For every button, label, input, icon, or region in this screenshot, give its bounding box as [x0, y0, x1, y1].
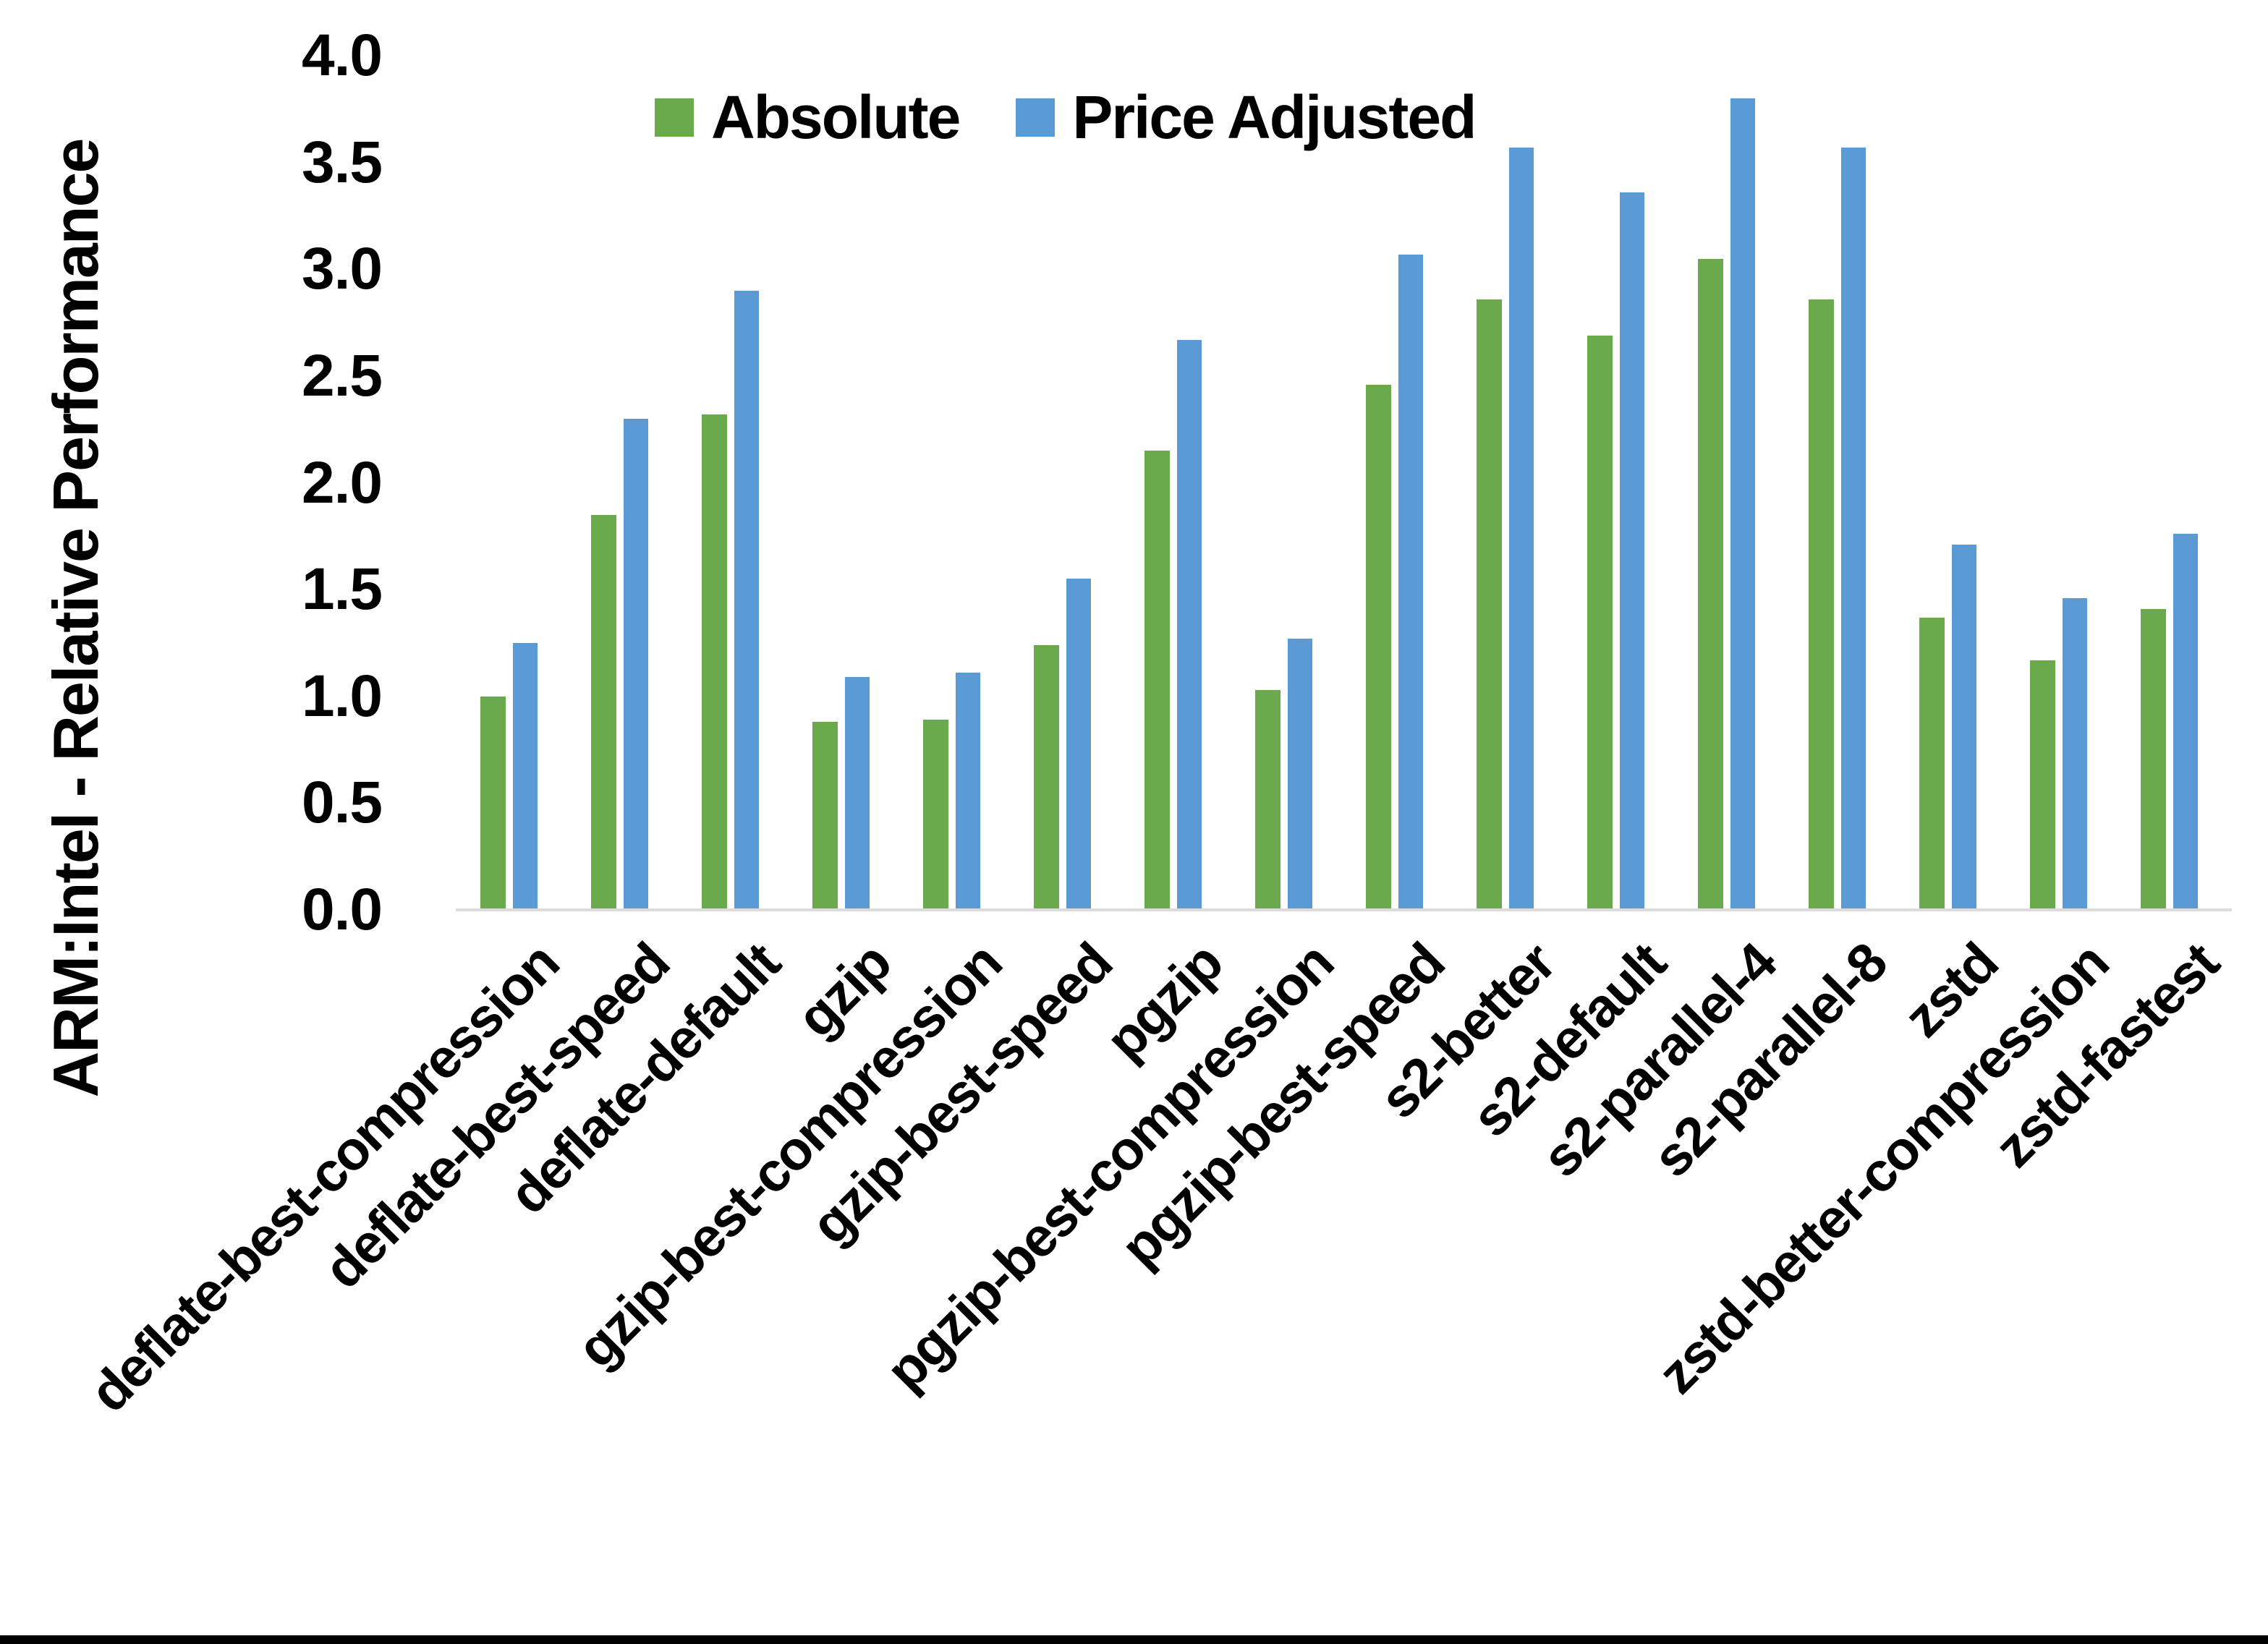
y-tick-label-2.0: 2.0: [302, 449, 383, 516]
bar-group-gzip-best-compression: [899, 56, 1009, 910]
bar-price-adjusted-s2-better: [1509, 147, 1534, 910]
bar-price-adjusted-deflate-best-compression: [513, 642, 538, 910]
bar-absolute-s2-default: [1587, 335, 1613, 910]
bar-absolute-zstd: [1919, 617, 1945, 910]
y-tick-label-0.0: 0.0: [302, 877, 383, 942]
bar-price-adjusted-pgzip: [1177, 339, 1202, 910]
bar-group-zstd-fastest: [2116, 56, 2227, 910]
bar-group-deflate-best-speed: [566, 56, 677, 910]
bar-absolute-gzip: [812, 722, 838, 910]
x-category-label-deflate-best-compression: deflate-best-compression: [77, 932, 571, 1424]
bar-price-adjusted-pgzip-best-compression: [1288, 639, 1312, 910]
bar-price-adjusted-s2-parallel-8: [1841, 147, 1866, 910]
bar-price-adjusted-deflate-default: [734, 290, 759, 910]
bar-price-adjusted-s2-default: [1620, 192, 1644, 910]
x-axis-line: [456, 908, 2232, 911]
bottom-border-line: [0, 1635, 2268, 1644]
bar-absolute-s2-better: [1477, 299, 1502, 910]
bar-absolute-pgzip-best-speed: [1366, 384, 1391, 910]
bar-price-adjusted-gzip-best-compression: [956, 673, 980, 910]
bar-group-zstd: [1895, 56, 2005, 910]
y-tick-label-3.5: 3.5: [302, 129, 383, 195]
bar-group-gzip: [788, 56, 899, 910]
y-axis-tick-labels: 4.0 3.5 3.0 2.5 2.0 1.5 1.0 0.5 0.0: [0, 0, 383, 1013]
bar-group-gzip-best-speed: [1009, 56, 1120, 910]
bar-absolute-zstd-better-compression: [2030, 660, 2055, 910]
bar-group-pgzip-best-speed: [1341, 56, 1452, 910]
y-tick-label-2.5: 2.5: [302, 342, 383, 409]
legend-item-absolute: Absolute: [655, 83, 961, 151]
bar-group-s2-parallel-8: [1784, 56, 1895, 910]
bar-group-s2-better: [1452, 56, 1563, 910]
bar-price-adjusted-s2-parallel-4: [1730, 98, 1755, 910]
plot-area: [456, 56, 2228, 910]
bar-absolute-zstd-fastest: [2141, 608, 2166, 910]
y-tick-label-3.0: 3.0: [302, 236, 383, 302]
bar-absolute-deflate-best-speed: [591, 514, 616, 910]
y-tick-label-4.0: 4.0: [302, 22, 383, 88]
legend-item-price-adjusted: Price Adjusted: [1016, 83, 1477, 151]
bar-group-deflate-best-compression: [456, 56, 566, 910]
bar-group-s2-parallel-4: [1673, 56, 1784, 910]
bar-price-adjusted-zstd-fastest: [2173, 534, 2198, 910]
bar-absolute-s2-parallel-8: [1809, 299, 1834, 910]
bar-group-deflate-default: [677, 56, 788, 910]
y-tick-label-0.5: 0.5: [302, 770, 383, 836]
bar-absolute-s2-parallel-4: [1698, 258, 1723, 910]
legend-swatch-price-adjusted-icon: [1016, 98, 1056, 137]
bar-absolute-deflate-default: [702, 414, 727, 910]
bar-absolute-gzip-best-speed: [1034, 644, 1059, 910]
bar-absolute-deflate-best-compression: [480, 696, 506, 910]
legend-swatch-absolute-icon: [655, 98, 694, 137]
bar-price-adjusted-gzip: [845, 677, 870, 910]
bar-price-adjusted-deflate-best-speed: [624, 418, 648, 910]
y-tick-label-1.5: 1.5: [302, 556, 383, 623]
bar-price-adjusted-gzip-best-speed: [1066, 579, 1091, 910]
bar-price-adjusted-zstd: [1952, 545, 1976, 910]
bar-price-adjusted-zstd-better-compression: [2063, 597, 2087, 910]
bar-group-zstd-better-compression: [2005, 56, 2116, 910]
bar-group-pgzip: [1120, 56, 1231, 910]
legend-label-price-adjusted: Price Adjusted: [1072, 83, 1477, 151]
bar-price-adjusted-pgzip-best-speed: [1398, 254, 1423, 910]
bar-group-pgzip-best-compression: [1231, 56, 1341, 910]
bar-absolute-gzip-best-compression: [923, 720, 948, 910]
bar-absolute-pgzip: [1144, 451, 1170, 910]
bar-absolute-pgzip-best-compression: [1255, 689, 1280, 910]
legend-label-absolute: Absolute: [711, 83, 961, 151]
bar-group-s2-default: [1563, 56, 1673, 910]
y-tick-label-1.0: 1.0: [302, 663, 383, 729]
legend: Absolute Price Adjusted: [655, 87, 1532, 148]
